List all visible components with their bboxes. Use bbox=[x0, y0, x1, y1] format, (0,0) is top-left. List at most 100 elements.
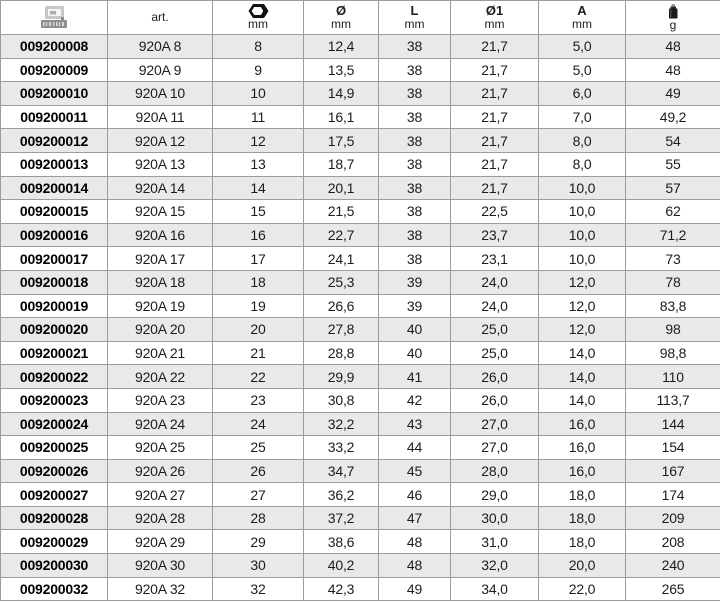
cell-a: 14,0 bbox=[538, 364, 626, 389]
cell-diameter: 25,3 bbox=[303, 269, 379, 295]
cell-diameter: 17,5 bbox=[303, 128, 379, 153]
cell-diameter1: 23,7 bbox=[450, 222, 539, 248]
cell-art: 920A 24 bbox=[107, 411, 213, 437]
cell-art: 920A 32 bbox=[107, 576, 213, 602]
cell-length: 38 bbox=[378, 222, 451, 248]
barcode-label-icon bbox=[37, 5, 71, 30]
column-header-label: Ø bbox=[335, 3, 347, 19]
cell-code: 009200010 bbox=[0, 81, 108, 106]
cell-size: 26 bbox=[212, 458, 304, 484]
column-header-diameter: Ø mm bbox=[303, 0, 379, 35]
cell-a: 16,0 bbox=[538, 435, 626, 460]
cell-size: 11 bbox=[212, 104, 304, 130]
table-row: 009200010 920A 10 10 14,9 38 21,7 6,0 49 bbox=[0, 81, 720, 106]
cell-code: 009200032 bbox=[0, 576, 108, 602]
cell-diameter: 32,2 bbox=[303, 411, 379, 437]
cell-weight: 57 bbox=[625, 175, 720, 201]
cell-diameter1: 32,0 bbox=[450, 553, 539, 578]
cell-art: 920A 27 bbox=[107, 482, 213, 507]
column-header-label: art. bbox=[151, 10, 169, 25]
cell-weight: 98 bbox=[625, 317, 720, 342]
cell-diameter: 12,4 bbox=[303, 34, 379, 59]
cell-size: 19 bbox=[212, 293, 304, 319]
table-row: 009200020 920A 20 20 27,8 40 25,0 12,0 98 bbox=[0, 317, 720, 342]
table-row: 009200021 920A 21 21 28,8 40 25,0 14,0 98,8 bbox=[0, 340, 720, 366]
cell-length: 44 bbox=[378, 435, 451, 460]
cell-diameter1: 21,7 bbox=[450, 81, 539, 106]
table-body: 009200008 920A 8 8 12,4 38 21,7 5,0 48 009200009… bbox=[0, 34, 720, 602]
cell-weight: 54 bbox=[625, 128, 720, 153]
cell-length: 41 bbox=[378, 364, 451, 389]
cell-weight: 208 bbox=[625, 529, 720, 555]
table-row: 009200018 920A 18 18 25,3 39 24,0 12,0 78 bbox=[0, 269, 720, 295]
cell-diameter1: 27,0 bbox=[450, 411, 539, 437]
cell-weight: 240 bbox=[625, 553, 720, 578]
table-row: 009200009 920A 9 9 13,5 38 21,7 5,0 48 bbox=[0, 57, 720, 83]
cell-code: 009200024 bbox=[0, 411, 108, 437]
cell-size: 17 bbox=[212, 246, 304, 271]
table-row: 009200019 920A 19 19 26,6 39 24,0 12,0 83,8 bbox=[0, 293, 720, 319]
cell-diameter: 14,9 bbox=[303, 81, 379, 106]
cell-art: 920A 11 bbox=[107, 104, 213, 130]
cell-art: 920A 12 bbox=[107, 128, 213, 153]
cell-diameter1: 34,0 bbox=[450, 576, 539, 602]
cell-a: 10,0 bbox=[538, 246, 626, 271]
cell-diameter1: 31,0 bbox=[450, 529, 539, 555]
cell-length: 46 bbox=[378, 482, 451, 507]
table-row: 009200025 920A 25 25 33,2 44 27,0 16,0 154 bbox=[0, 435, 720, 460]
column-header-weight: g bbox=[625, 0, 720, 35]
cell-code: 009200026 bbox=[0, 458, 108, 484]
cell-length: 38 bbox=[378, 104, 451, 130]
cell-diameter: 27,8 bbox=[303, 317, 379, 342]
cell-diameter1: 26,0 bbox=[450, 387, 539, 413]
cell-weight: 48 bbox=[625, 57, 720, 83]
cell-a: 6,0 bbox=[538, 81, 626, 106]
cell-diameter1: 28,0 bbox=[450, 458, 539, 484]
cell-diameter: 21,5 bbox=[303, 199, 379, 224]
cell-art: 920A 18 bbox=[107, 269, 213, 295]
cell-art: 920A 20 bbox=[107, 317, 213, 342]
cell-diameter: 18,7 bbox=[303, 151, 379, 177]
cell-a: 10,0 bbox=[538, 199, 626, 224]
cell-weight: 48 bbox=[625, 34, 720, 59]
cell-diameter: 37,2 bbox=[303, 505, 379, 531]
cell-diameter1: 22,5 bbox=[450, 199, 539, 224]
column-header-length: L mm bbox=[378, 0, 451, 35]
column-header-code bbox=[0, 0, 108, 35]
cell-length: 38 bbox=[378, 128, 451, 153]
cell-weight: 62 bbox=[625, 199, 720, 224]
cell-code: 009200025 bbox=[0, 435, 108, 460]
cell-size: 9 bbox=[212, 57, 304, 83]
cell-code: 009200019 bbox=[0, 293, 108, 319]
cell-diameter1: 21,7 bbox=[450, 34, 539, 59]
cell-length: 40 bbox=[378, 317, 451, 342]
cell-size: 28 bbox=[212, 505, 304, 531]
cell-weight: 154 bbox=[625, 435, 720, 460]
cell-a: 8,0 bbox=[538, 151, 626, 177]
cell-weight: 73 bbox=[625, 246, 720, 271]
cell-art: 920A 19 bbox=[107, 293, 213, 319]
cell-diameter: 13,5 bbox=[303, 57, 379, 83]
cell-art: 920A 9 bbox=[107, 57, 213, 83]
cell-length: 39 bbox=[378, 293, 451, 319]
table-row: 009200030 920A 30 30 40,2 48 32,0 20,0 240 bbox=[0, 553, 720, 578]
cell-a: 18,0 bbox=[538, 505, 626, 531]
cell-weight: 55 bbox=[625, 151, 720, 177]
column-header-unit: mm bbox=[572, 17, 592, 32]
cell-a: 22,0 bbox=[538, 576, 626, 602]
cell-size: 27 bbox=[212, 482, 304, 507]
cell-diameter1: 25,0 bbox=[450, 317, 539, 342]
cell-size: 15 bbox=[212, 199, 304, 224]
cell-code: 009200022 bbox=[0, 364, 108, 389]
cell-a: 14,0 bbox=[538, 387, 626, 413]
cell-diameter: 28,8 bbox=[303, 340, 379, 366]
cell-code: 009200021 bbox=[0, 340, 108, 366]
cell-code: 009200009 bbox=[0, 57, 108, 83]
cell-code: 009200016 bbox=[0, 222, 108, 248]
cell-a: 12,0 bbox=[538, 317, 626, 342]
cell-length: 39 bbox=[378, 269, 451, 295]
cell-size: 20 bbox=[212, 317, 304, 342]
cell-art: 920A 17 bbox=[107, 246, 213, 271]
cell-length: 38 bbox=[378, 81, 451, 106]
cell-code: 009200020 bbox=[0, 317, 108, 342]
